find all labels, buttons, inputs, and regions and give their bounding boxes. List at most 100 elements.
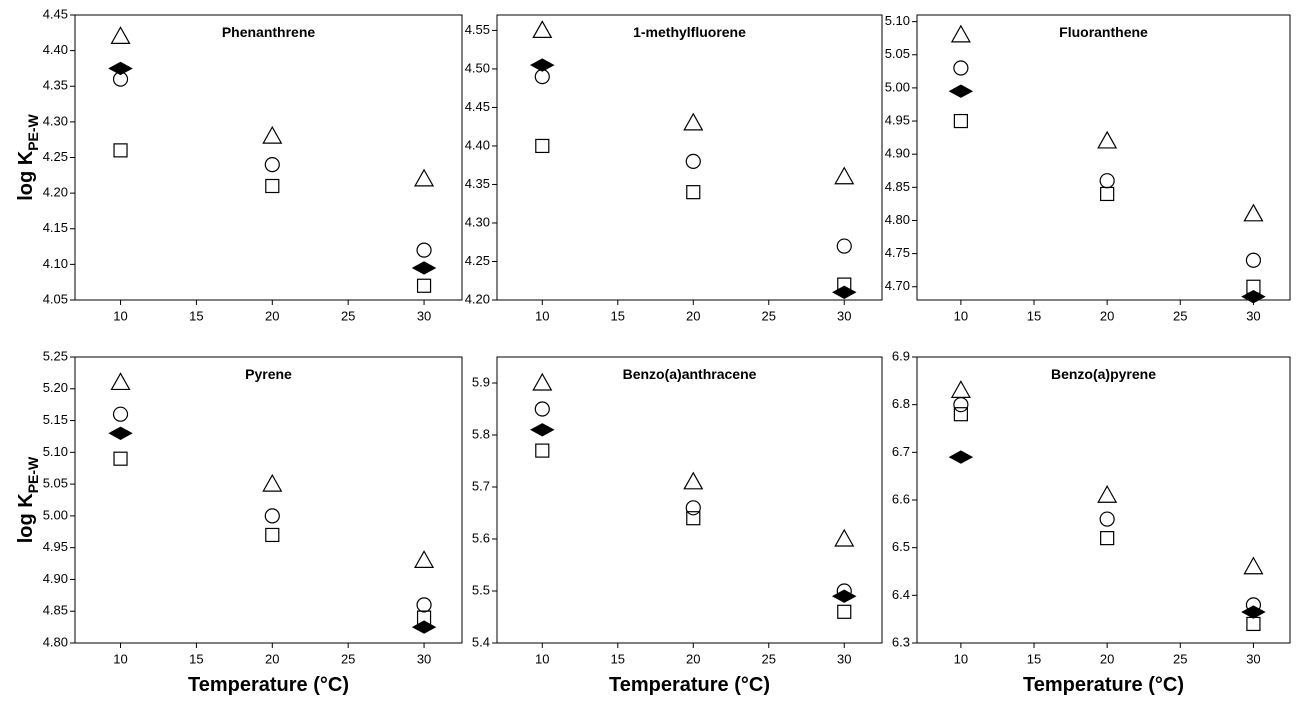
circle-marker [264,508,280,524]
x-tick-label: 30 [1246,308,1260,323]
panel: 10 15 20 25 30 4.70 4.75 4.80 4.85 4.90 4.95 5.00 5.… [885,13,1291,323]
panel: 10 15 20 25 30 4.05 4.10 4.15 4.20 4.25 4.30 4.35 4.… [15,6,463,323]
square-marker [535,138,550,154]
triangle-marker [950,24,971,43]
y-tick-label: 6.6 [892,491,910,506]
y-tick-label: 5.05 [43,476,68,491]
triangle-marker [1243,203,1264,222]
circle-marker [836,238,852,254]
y-tick-label: 4.80 [885,212,910,227]
circle-marker [416,597,432,613]
circle-marker [685,500,701,516]
x-tick-label: 10 [113,308,127,323]
y-tick-label: 5.10 [885,13,910,28]
square-marker [686,185,701,200]
triangle-marker [262,125,283,144]
y-tick-label: 5.6 [472,530,490,545]
diamond-marker [108,426,133,440]
triangle-marker [834,528,855,547]
diamond-marker [530,423,555,437]
circle-marker [953,397,969,413]
y-tick-label: 6.5 [892,539,910,554]
y-tick-label: 4.75 [885,245,910,260]
x-tick-label: 15 [1027,308,1041,323]
panel: 10 15 20 25 30 4.20 4.25 4.30 4.35 4.40 4.45 4.50 4.… [465,14,883,323]
diamond-marker [832,589,857,603]
triangle-marker [683,112,704,131]
x-tick-label: 15 [189,308,203,323]
y-tick-label: 4.40 [465,137,490,152]
y-tick-label: 5.9 [472,374,490,389]
panel-title: Pyrene [245,366,292,382]
x-tick-label: 25 [341,651,355,666]
x-tick-label: 15 [611,651,625,666]
y-tick-label: 4.85 [885,179,910,194]
triangle-marker [532,372,553,391]
y-tick-label: 4.05 [43,291,68,306]
diamond-marker [411,620,437,634]
y-axis-label-main: log K [15,493,37,544]
triangle-marker [1097,130,1118,149]
y-tick-label: 4.45 [43,6,68,21]
y-tick-label: 5.10 [43,444,68,459]
y-tick-label: 4.95 [43,539,68,554]
y-tick-label: 4.15 [43,220,68,235]
y-tick-label: 5.00 [43,507,68,522]
diamond-marker [948,84,974,98]
x-tick-label: 20 [1100,308,1114,323]
diamond-marker [411,261,437,275]
y-tick-label: 5.25 [43,348,68,363]
triangle-marker [950,380,971,398]
y-tick-label: 4.50 [465,60,490,75]
x-tick-label: 10 [535,308,549,323]
panel: 10 15 20 25 30 6.3 6.4 6.5 6.6 6.7 6.8 6.9 Benzo(a)p… [892,348,1291,696]
x-tick-label: 30 [837,308,851,323]
square-marker [953,113,968,129]
x-tick-label: 20 [686,651,700,666]
diamond-marker [948,450,974,464]
circle-marker [953,60,969,76]
x-tick-label: 30 [837,651,851,666]
circle-marker [1099,173,1115,189]
y-tick-label: 4.45 [465,99,490,114]
y-tick-label: 5.20 [43,380,68,395]
x-tick-label: 30 [417,308,431,323]
circle-marker [416,242,432,258]
panel: 10 15 20 25 30 4.80 4.85 4.90 4.95 5.00 5.05 5.10 5.… [15,348,463,696]
y-tick-label: 5.5 [472,582,490,597]
triangle-marker [834,166,855,185]
square-marker [416,278,432,293]
x-tick-label: 10 [535,651,549,666]
y-tick-label: 4.90 [43,571,68,586]
x-tick-label: 25 [1173,651,1187,666]
x-tick-label: 20 [686,308,700,323]
x-tick-label: 15 [189,651,203,666]
square-marker [953,407,968,422]
y-tick-label: 4.25 [465,253,490,268]
diamond-marker [1241,290,1266,304]
triangle-marker [262,473,283,492]
y-tick-label: 6.4 [892,587,910,602]
y-tick-label: 4.95 [885,112,910,127]
triangle-marker [414,550,435,568]
x-tick-label: 25 [762,651,776,666]
x-tick-label: 10 [954,651,968,666]
y-axis-label-sub: PE-W [25,113,41,150]
y-tick-label: 4.25 [43,149,68,164]
y-tick-label: 5.00 [885,79,910,94]
circle-marker [264,157,280,173]
plot-frame [74,14,463,301]
x-tick-label: 10 [113,651,127,666]
y-tick-label: 4.20 [43,185,68,200]
y-tick-label: 4.55 [465,22,490,37]
panel: 10 15 20 25 30 5.4 5.5 5.6 5.7 5.8 5.9 Benzo(a)anth… [472,356,883,696]
circle-marker [1099,511,1115,527]
y-tick-label: 6.7 [892,444,910,459]
square-marker [1246,616,1261,632]
panel-title: 1-methylfluorene [633,24,746,40]
plot-frame [496,14,883,301]
x-axis-label: Temperature (°C) [609,674,770,696]
x-axis-label: Temperature (°C) [188,674,349,696]
plot-frame [496,356,883,644]
triangle-marker [683,471,704,490]
